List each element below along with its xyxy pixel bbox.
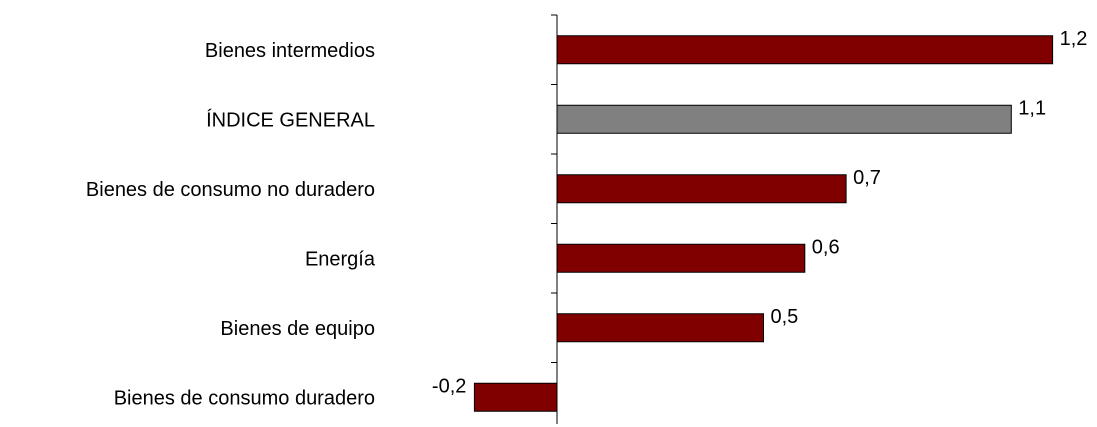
value-label: 0,5: [771, 306, 799, 328]
category-label: Bienes de consumo duradero: [114, 387, 375, 409]
bar: [473, 382, 558, 412]
value-label: -0,2: [432, 375, 466, 397]
category-label: Bienes de equipo: [220, 318, 375, 340]
bar: [556, 243, 806, 273]
labels-layer: Bienes intermedios 1,2 ÍNDICE GENERAL 1,1 Bi…: [86, 28, 1088, 410]
bar: [556, 313, 764, 343]
value-label: 1,2: [1060, 28, 1088, 50]
category-label: Bienes de consumo no duradero: [86, 179, 375, 201]
value-label: 0,6: [812, 236, 840, 258]
value-label: 0,7: [853, 167, 881, 189]
bar: [556, 35, 1054, 65]
bars-layer: [473, 35, 1054, 412]
category-label: Energía: [305, 248, 376, 270]
category-label: ÍNDICE GENERAL: [206, 108, 375, 131]
bar: [556, 174, 847, 204]
axis-ticks: [551, 14, 557, 363]
category-label: Bienes intermedios: [205, 40, 375, 62]
bar: [556, 104, 1012, 134]
value-label: 1,1: [1018, 97, 1046, 119]
